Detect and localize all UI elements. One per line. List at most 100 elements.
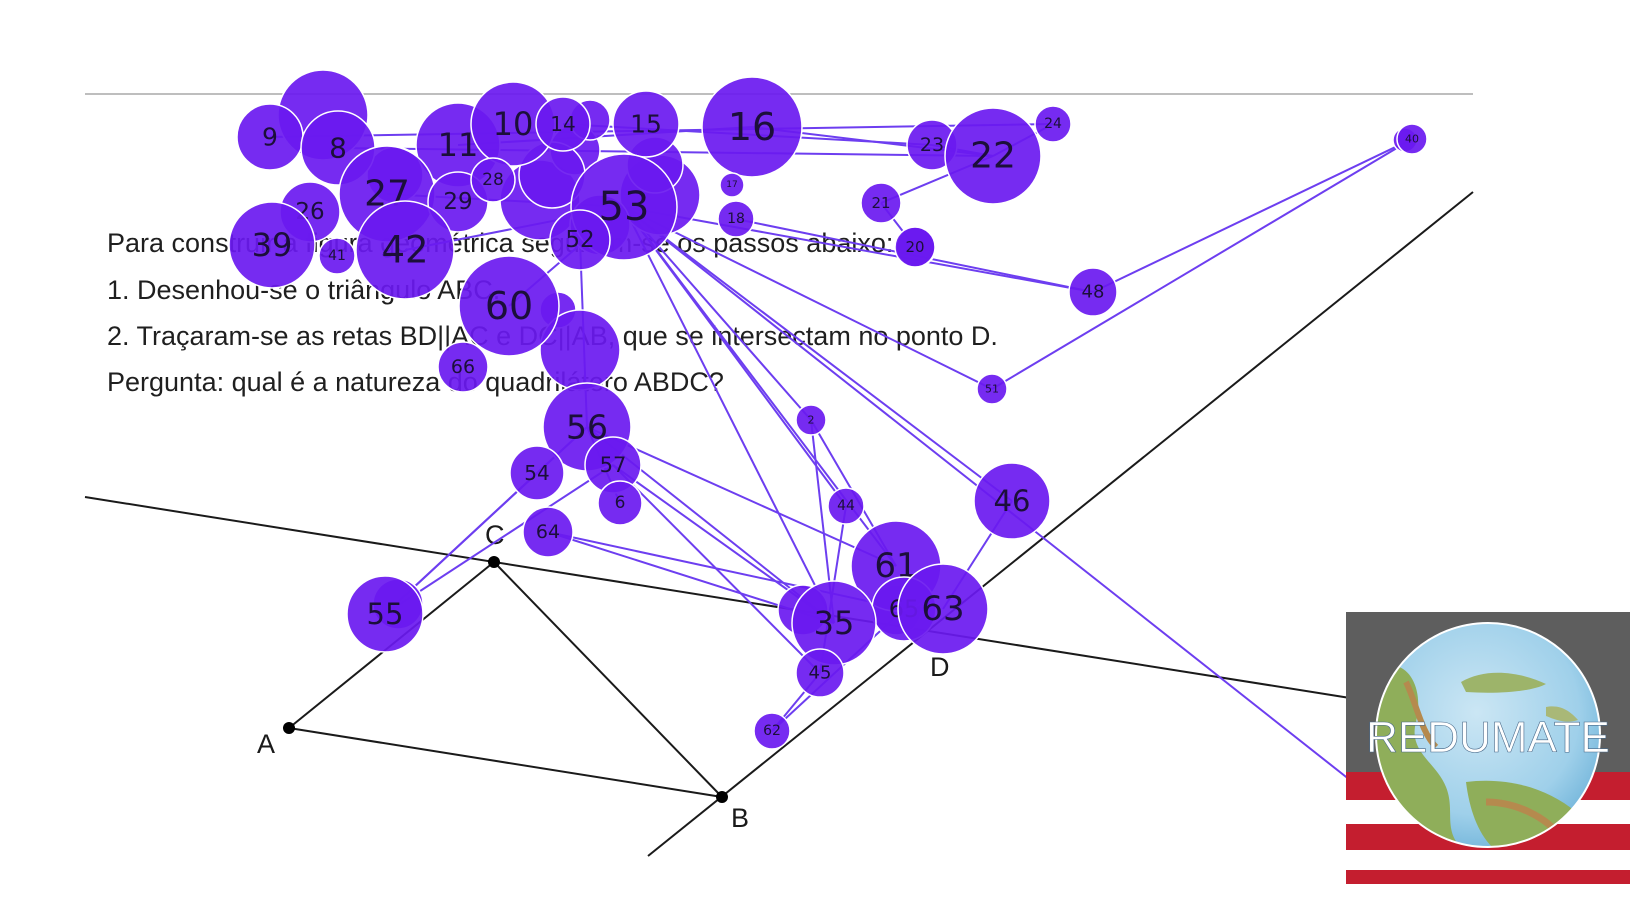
overlay-node-circle[interactable] [549,209,611,271]
overlay-edge [586,426,897,567]
overlay-node-label: 40 [1405,133,1419,146]
overlay-node-circle[interactable] [701,76,803,178]
logo-svg: REDUMATE [1346,612,1630,884]
overlay-node-label: 55 [367,597,404,631]
overlay-node-label: 64 [536,521,560,543]
overlay-node-circle[interactable] [318,237,356,275]
overlay-node[interactable]: 28 [470,157,516,203]
overlay-node-label: 35 [814,604,855,642]
point-c[interactable] [488,556,500,568]
overlay-node-label: 8 [329,132,347,165]
overlay-node[interactable]: 10 [470,81,556,167]
overlay-node[interactable]: 24 [1034,105,1072,143]
overlay-node-label: 45 [809,663,832,684]
overlay-node[interactable]: 35 [791,580,877,666]
overlay-node[interactable]: 66 [437,341,489,393]
overlay-node-label: 39 [252,226,293,264]
construction: A C B D [84,191,1474,857]
overlay-node[interactable]: 22 [944,107,1042,205]
overlay-edge [991,138,1413,390]
overlay-node-label: 15 [630,110,662,139]
overlay-node-circle[interactable] [522,506,574,558]
overlay-node-label: 46 [994,484,1031,518]
overlay-edge [384,464,614,615]
overlay-node-circle[interactable] [228,201,316,289]
overlay-node-circle[interactable] [509,445,565,501]
overlay-node-circle[interactable] [897,563,989,655]
point-b[interactable] [716,791,728,803]
overlay-node-circle[interactable] [1034,105,1072,143]
overlay-node-label: 63 [921,589,964,629]
overlay-node[interactable]: 18 [717,200,755,238]
overlay-node-circle[interactable] [973,462,1051,540]
prompt-line-4: Pergunta: qual é a natureza do quadrilát… [107,367,724,397]
overlay-node[interactable]: 60 [458,255,560,357]
overlay-edge [1092,138,1413,293]
overlay-node[interactable]: 51 [976,373,1008,405]
overlay-node-circle[interactable] [437,341,489,393]
overlay-node[interactable]: 20 [894,226,936,268]
overlay-node-label: 41 [328,248,346,264]
overlay-node[interactable]: 52 [549,209,611,271]
overlay-node-circle[interactable] [346,575,424,653]
overlay-node[interactable]: 21 [860,182,902,224]
overlay-node[interactable]: 40 [1396,123,1428,155]
overlay-node[interactable]: 16 [701,76,803,178]
overlay-node[interactable]: 54 [509,445,565,501]
overlay-node[interactable]: 57 [584,436,642,494]
overlay-node-circle[interactable] [719,172,745,198]
overlay-node-circle[interactable] [944,107,1042,205]
overlay-node-circle[interactable] [597,480,643,526]
overlay-node[interactable]: 45 [795,648,845,698]
overlay-node-circle[interactable] [470,157,516,203]
overlay-node-circle[interactable] [795,648,845,698]
overlay-node-label: 20 [905,238,924,256]
overlay-node-circle[interactable] [717,200,755,238]
overlay-node-label: 2 [808,414,815,427]
overlay-node-label: 54 [524,461,549,485]
overlay-node[interactable]: 17 [719,172,745,198]
overlay-node-circle[interactable] [894,226,936,268]
label-a: A [257,729,275,759]
overlay-node-circle[interactable] [827,487,865,525]
overlay-node-circle[interactable] [458,255,560,357]
overlay-node-label: 51 [985,383,999,396]
overlay-node-circle[interactable] [976,373,1008,405]
overlay-node-label: 66 [451,356,475,378]
overlay-node-label: 53 [599,184,650,230]
overlay-node[interactable]: 15 [612,90,680,158]
overlay-node[interactable]: 62 [753,712,791,750]
overlay-node-circle[interactable] [860,182,902,224]
overlay-node[interactable]: 64 [522,506,574,558]
overlay-node-circle[interactable] [1396,123,1428,155]
overlay-node[interactable]: 6 [597,480,643,526]
overlay-node[interactable]: 41 [318,237,356,275]
overlay-node[interactable]: 14 [535,96,591,152]
overlay-node[interactable]: 44 [827,487,865,525]
overlay-node-circle[interactable] [1068,267,1118,317]
overlay-node[interactable]: 63 [897,563,989,655]
line-bd [647,191,1474,857]
point-a[interactable] [283,722,295,734]
overlay-edge [623,206,847,507]
overlay-node[interactable]: 2 [795,404,827,436]
overlay-node-circle[interactable] [795,404,827,436]
overlay-node-circle[interactable] [753,712,791,750]
overlay-edge [623,206,1094,293]
overlay-node[interactable]: 46 [973,462,1051,540]
overlay-node-circle[interactable] [535,96,591,152]
overlay-edge [623,206,1013,502]
overlay-node-label: 28 [482,170,504,190]
overlay-node-circle[interactable] [355,200,455,300]
overlay-node[interactable]: 9 [236,103,304,171]
overlay-node-label: 48 [1082,282,1105,303]
overlay-node[interactable]: 39 [228,201,316,289]
overlay-node-circle[interactable] [612,90,680,158]
overlay-node-label: 60 [485,284,533,328]
overlay-node[interactable]: 42 [355,200,455,300]
overlay-node[interactable]: 55 [346,575,424,653]
overlay-node[interactable]: 48 [1068,267,1118,317]
